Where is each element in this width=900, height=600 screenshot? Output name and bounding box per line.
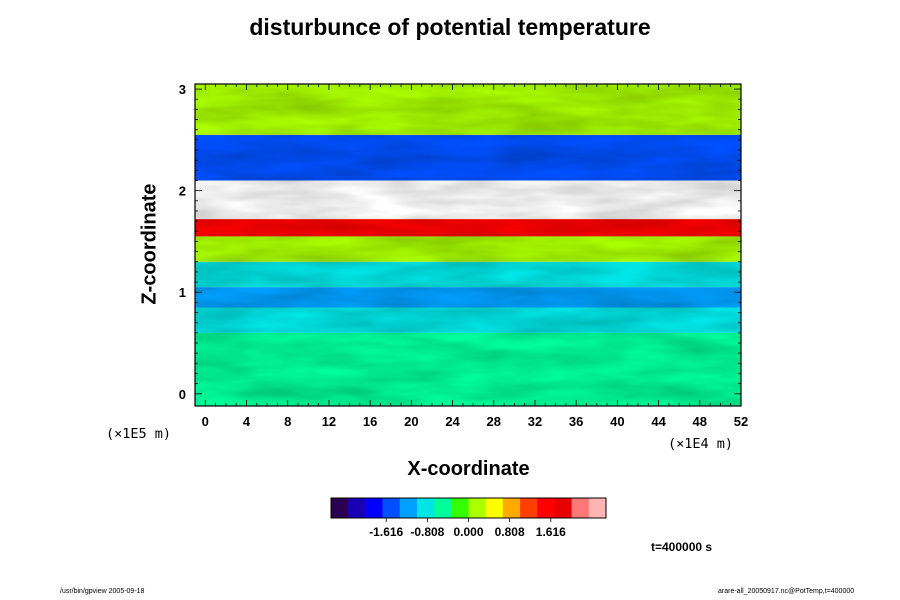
colorbar-segment <box>571 498 590 518</box>
colorbar-segment <box>451 498 469 518</box>
x-axis-label: X-coordinate <box>407 458 530 480</box>
colorbar-segment <box>485 498 504 518</box>
time-label: t=400000 s <box>651 540 713 554</box>
colorbar-tick-label: -0.808 <box>410 525 444 539</box>
y-tick-label: 0 <box>179 387 186 402</box>
x-tick-label: 28 <box>487 414 501 429</box>
x-tick-label: 4 <box>243 414 251 429</box>
colorbar-segment <box>468 498 486 518</box>
colorbar-segment <box>382 498 401 518</box>
x-tick-label: 40 <box>610 414 624 429</box>
chart-title: disturbunce of potential temperature <box>249 14 651 40</box>
colorbar-segment <box>365 498 383 518</box>
x-tick-label: 32 <box>528 414 542 429</box>
field-texture <box>195 84 741 406</box>
x-axis-unit: (×1E4 m) <box>668 436 734 452</box>
colorbar-segment <box>554 498 572 518</box>
colorbar-segment <box>502 498 521 518</box>
y-tick-label: 1 <box>179 285 186 300</box>
y-tick-label: 3 <box>179 82 186 97</box>
colorbar-segment <box>537 498 555 518</box>
colorbar-tick-label: 0.808 <box>495 525 525 539</box>
colorbar-segment <box>331 498 349 518</box>
heatmap-field <box>195 84 741 406</box>
colorbar-segment <box>588 498 607 518</box>
y-tick-label: 2 <box>179 184 186 199</box>
colorbar-tick-label: -1.616 <box>369 525 403 539</box>
y-axis: 0 1 2 3 <box>179 82 741 402</box>
plot-frame <box>194 83 742 407</box>
colorbar-segment <box>434 498 452 518</box>
colorbar-tick-label: 0.000 <box>453 525 483 539</box>
colorbar-segment <box>348 498 366 518</box>
colorbar-tick-label: 1.616 <box>536 525 566 539</box>
plot-border <box>194 83 742 407</box>
x-tick-label: 48 <box>693 414 707 429</box>
x-tick-label: 44 <box>651 414 666 429</box>
colorbar: -1.616 -0.808 0.000 0.808 1.616 <box>330 497 607 539</box>
y-axis-unit: (×1E5 m) <box>106 426 172 442</box>
x-tick-label: 52 <box>734 414 748 429</box>
x-tick-label: 0 <box>202 414 209 429</box>
x-tick-label: 16 <box>363 414 377 429</box>
colorbar-segment <box>520 498 538 518</box>
x-tick-label: 36 <box>569 414 583 429</box>
colorbar-segment <box>399 498 418 518</box>
footer-command: /usr/bin/gpview 2005-09-18 <box>60 588 145 595</box>
x-tick-label: 12 <box>322 414 336 429</box>
colorbar-segment <box>416 498 435 518</box>
x-tick-label: 24 <box>445 414 460 429</box>
footer-file: arare-all_20050917.nc@PotTemp,t=400000 <box>718 588 855 595</box>
x-tick-label: 20 <box>404 414 418 429</box>
x-tick-label: 8 <box>284 414 291 429</box>
x-axis: 0 4 8 12 16 20 24 28 32 36 40 44 48 52 <box>202 84 748 429</box>
